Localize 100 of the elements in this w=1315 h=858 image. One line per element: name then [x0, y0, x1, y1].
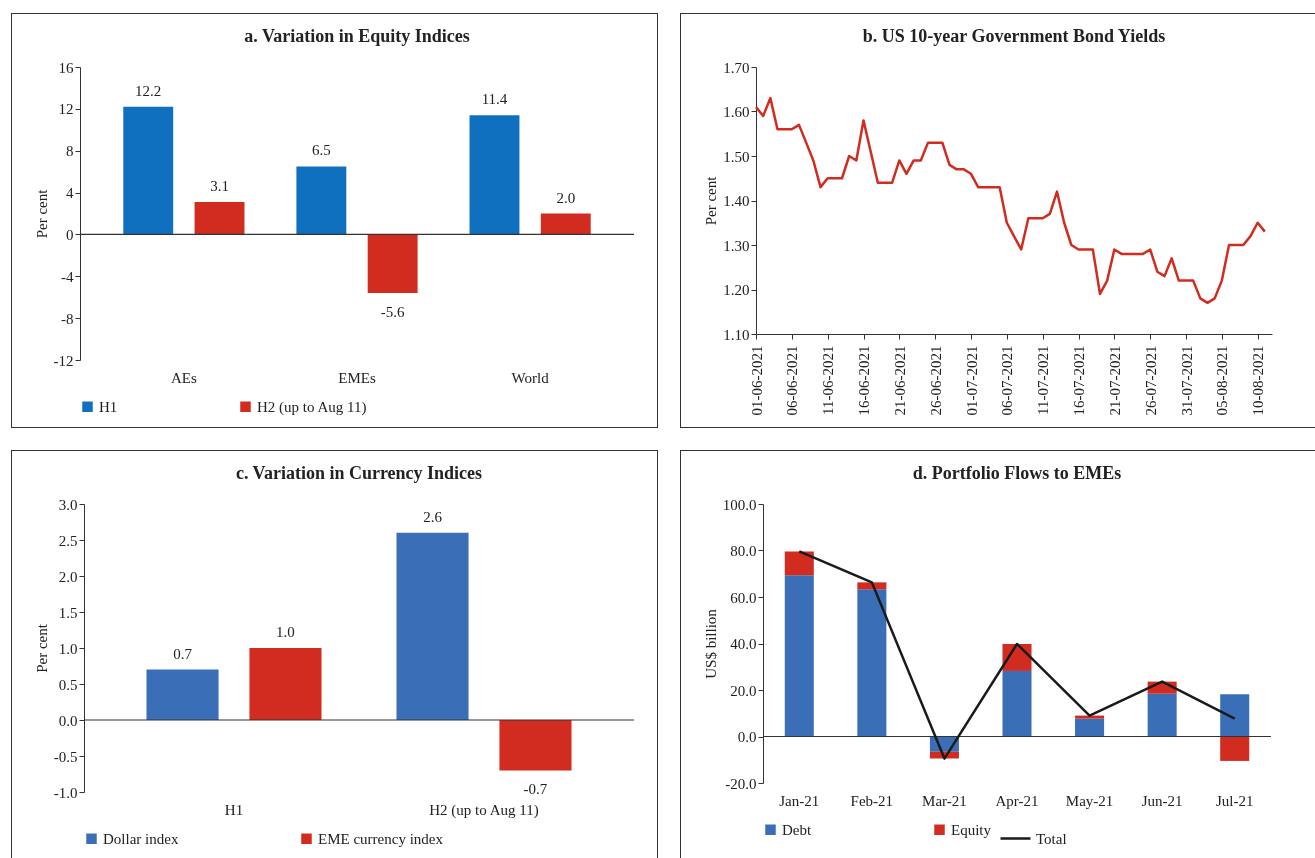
chart-title: b. US 10-year Government Bond Yields — [862, 26, 1166, 46]
y-tick-label: 8 — [66, 143, 74, 160]
x-tick-label: EMEs — [338, 369, 376, 386]
data-label: 11.4 — [481, 91, 508, 108]
x-tick-label: 01-07-2021 — [963, 345, 980, 416]
data-label: 0.7 — [173, 645, 193, 662]
y-tick-label: 0 — [66, 226, 74, 243]
x-tick-label: 11-07-2021 — [1035, 345, 1052, 415]
x-tick-label: 16-06-2021 — [856, 345, 872, 416]
bar — [123, 106, 174, 235]
x-tick-label: Jan-21 — [779, 792, 820, 809]
legend-label: EME currency index — [318, 830, 444, 847]
y-axis-title: Per cent — [703, 175, 720, 226]
data-label: 6.5 — [311, 142, 331, 159]
bar — [396, 532, 469, 720]
data-label: 2.0 — [556, 189, 576, 206]
y-tick-label: -1.0 — [53, 784, 78, 801]
data-label: 1.0 — [276, 624, 295, 640]
bar — [1075, 715, 1105, 719]
x-tick-label: 06-07-2021 — [999, 345, 1016, 416]
y-tick-label: 0.0 — [737, 729, 757, 745]
bar — [367, 234, 418, 294]
chart-title: a. Variation in Equity Indices — [244, 26, 470, 46]
bar — [469, 115, 520, 235]
y-tick-label: 2.5 — [58, 532, 78, 549]
legend-label: Equity — [951, 821, 992, 838]
y-tick-label: 1.70 — [723, 59, 750, 76]
bar — [499, 720, 572, 771]
data-label: -0.7 — [523, 781, 548, 798]
y-tick-label: 1.50 — [723, 148, 750, 165]
x-tick-label: World — [511, 369, 550, 386]
x-tick-label: 26-06-2021 — [927, 345, 944, 416]
x-tick-label: 26-07-2021 — [1142, 345, 1159, 416]
x-tick-label: 21-07-2021 — [1106, 345, 1123, 416]
y-tick-label: 0.0 — [58, 712, 78, 729]
y-tick-label: 12 — [58, 101, 74, 118]
data-label: 3.1 — [210, 177, 229, 194]
bar — [857, 582, 887, 590]
y-tick-label: -8 — [61, 310, 74, 327]
x-tick-label: AEs — [170, 369, 197, 386]
x-tick-label: 06-06-2021 — [784, 345, 801, 416]
y-tick-label: 80.0 — [730, 543, 757, 559]
bar — [1220, 694, 1250, 737]
bar — [1220, 736, 1250, 761]
x-tick-label: Jun-21 — [1141, 792, 1183, 809]
y-tick-label: 1.40 — [723, 193, 750, 209]
line-series — [798, 550, 1236, 760]
bar — [540, 213, 591, 235]
bar — [1002, 670, 1032, 737]
bar — [1147, 693, 1177, 737]
data-label: 2.6 — [423, 508, 443, 525]
y-axis-title: US$ billion — [702, 608, 719, 679]
bar — [784, 551, 814, 576]
y-tick-label: 1.10 — [723, 326, 750, 343]
y-tick-label: 1.0 — [58, 640, 78, 657]
x-tick-label: Jul-21 — [1215, 792, 1254, 809]
y-tick-label: 3.0 — [58, 496, 78, 513]
data-label: 12.2 — [135, 82, 162, 99]
y-axis-title: Per cent — [33, 188, 50, 239]
x-tick-label: 11-06-2021 — [820, 345, 837, 415]
bar — [1075, 718, 1105, 737]
bar — [194, 201, 245, 235]
y-tick-label: 20.0 — [730, 682, 757, 699]
x-tick-label: 05-08-2021 — [1214, 345, 1231, 416]
bar — [296, 166, 347, 235]
y-tick-label: 0.5 — [58, 676, 78, 693]
x-tick-label: 16-07-2021 — [1071, 345, 1087, 416]
data-label: -5.6 — [380, 304, 406, 321]
y-tick-label: 16 — [58, 59, 74, 76]
x-tick-label: 10-08-2021 — [1250, 345, 1267, 416]
legend-label: Total — [1036, 830, 1067, 847]
y-tick-label: -0.5 — [53, 748, 78, 765]
y-tick-label: 2.0 — [58, 568, 78, 585]
y-tick-label: -4 — [61, 268, 74, 285]
y-tick-label: -12 — [53, 352, 74, 369]
x-tick-label: Mar-21 — [922, 792, 967, 809]
chart-title: d. Portfolio Flows to EMEs — [912, 463, 1122, 483]
bar — [249, 648, 322, 720]
bar — [857, 589, 887, 737]
x-tick-label: H2 (up to Aug 11) — [429, 801, 539, 819]
y-tick-label: 40.0 — [730, 636, 757, 652]
x-tick-label: May-21 — [1065, 792, 1114, 809]
legend-label: Dollar index — [103, 830, 179, 847]
y-tick-label: 100.0 — [722, 496, 757, 513]
y-axis-title: Per cent — [33, 623, 50, 673]
y-tick-label: 4 — [66, 185, 74, 202]
x-tick-label: Feb-21 — [850, 792, 894, 809]
x-tick-label: 01-06-2021 — [748, 345, 765, 416]
y-tick-label: 1.5 — [58, 604, 78, 621]
y-tick-label: 1.20 — [723, 282, 750, 298]
line-series — [754, 96, 1267, 305]
x-tick-label: 31-07-2021 — [1178, 345, 1195, 416]
y-tick-label: 60.0 — [730, 589, 757, 606]
x-tick-label: H1 — [224, 801, 244, 818]
legend-label: Debt — [782, 821, 812, 838]
x-tick-label: Apr-21 — [995, 792, 1039, 809]
chart-title: c. Variation in Currency Indices — [235, 463, 483, 483]
y-tick-label: 1.60 — [723, 104, 750, 120]
bar — [784, 575, 814, 737]
y-tick-label: -20.0 — [725, 775, 757, 792]
